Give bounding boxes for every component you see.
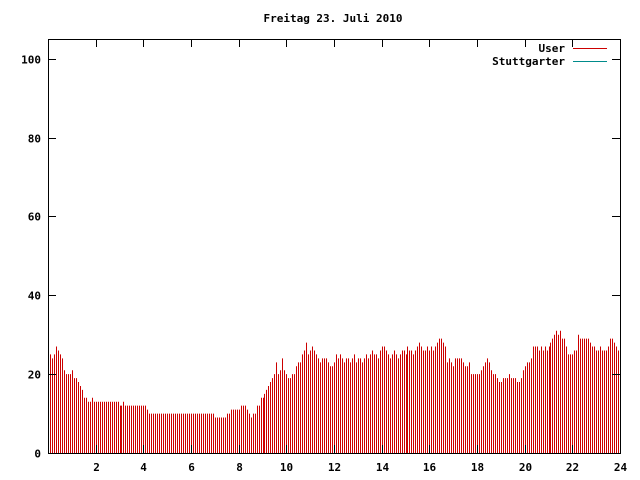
x-tick-label-10: 22	[566, 461, 579, 474]
x-tick-label-6: 14	[376, 461, 390, 474]
bar-group	[50, 330, 621, 453]
x-tick-label-2: 6	[188, 461, 195, 474]
legend-label-user: User	[539, 42, 566, 55]
y-tick-label-5: 100	[21, 54, 41, 67]
x-tick-label-4: 10	[280, 461, 293, 474]
y-tick-label-4: 80	[28, 133, 41, 146]
x-tick-label-7: 16	[423, 461, 437, 474]
y-tick-label-3: 60	[28, 211, 41, 224]
y-tick-label-2: 40	[28, 290, 41, 303]
legend-label-stuttgarter: Stuttgarter	[492, 55, 565, 68]
x-axis-ticks: 2 4 6 8 10 12 14 16 18 20 22 24	[93, 39, 627, 474]
x-tick-label-0: 2	[93, 461, 100, 474]
x-tick-label-5: 12	[328, 461, 341, 474]
y-axis-ticks: 0 20 40 60 80 100	[21, 54, 620, 461]
y-tick-label-1: 20	[28, 369, 41, 382]
x-tick-label-1: 4	[140, 461, 147, 474]
chart-title: Freitag 23. Juli 2010	[263, 12, 402, 25]
x-tick-label-3: 8	[236, 461, 243, 474]
x-tick-label-11: 24	[614, 461, 628, 474]
x-tick-label-8: 18	[471, 461, 484, 474]
x-tick-label-9: 20	[519, 461, 532, 474]
legend: User Stuttgarter	[492, 42, 607, 68]
y-tick-label-0: 0	[34, 448, 41, 461]
